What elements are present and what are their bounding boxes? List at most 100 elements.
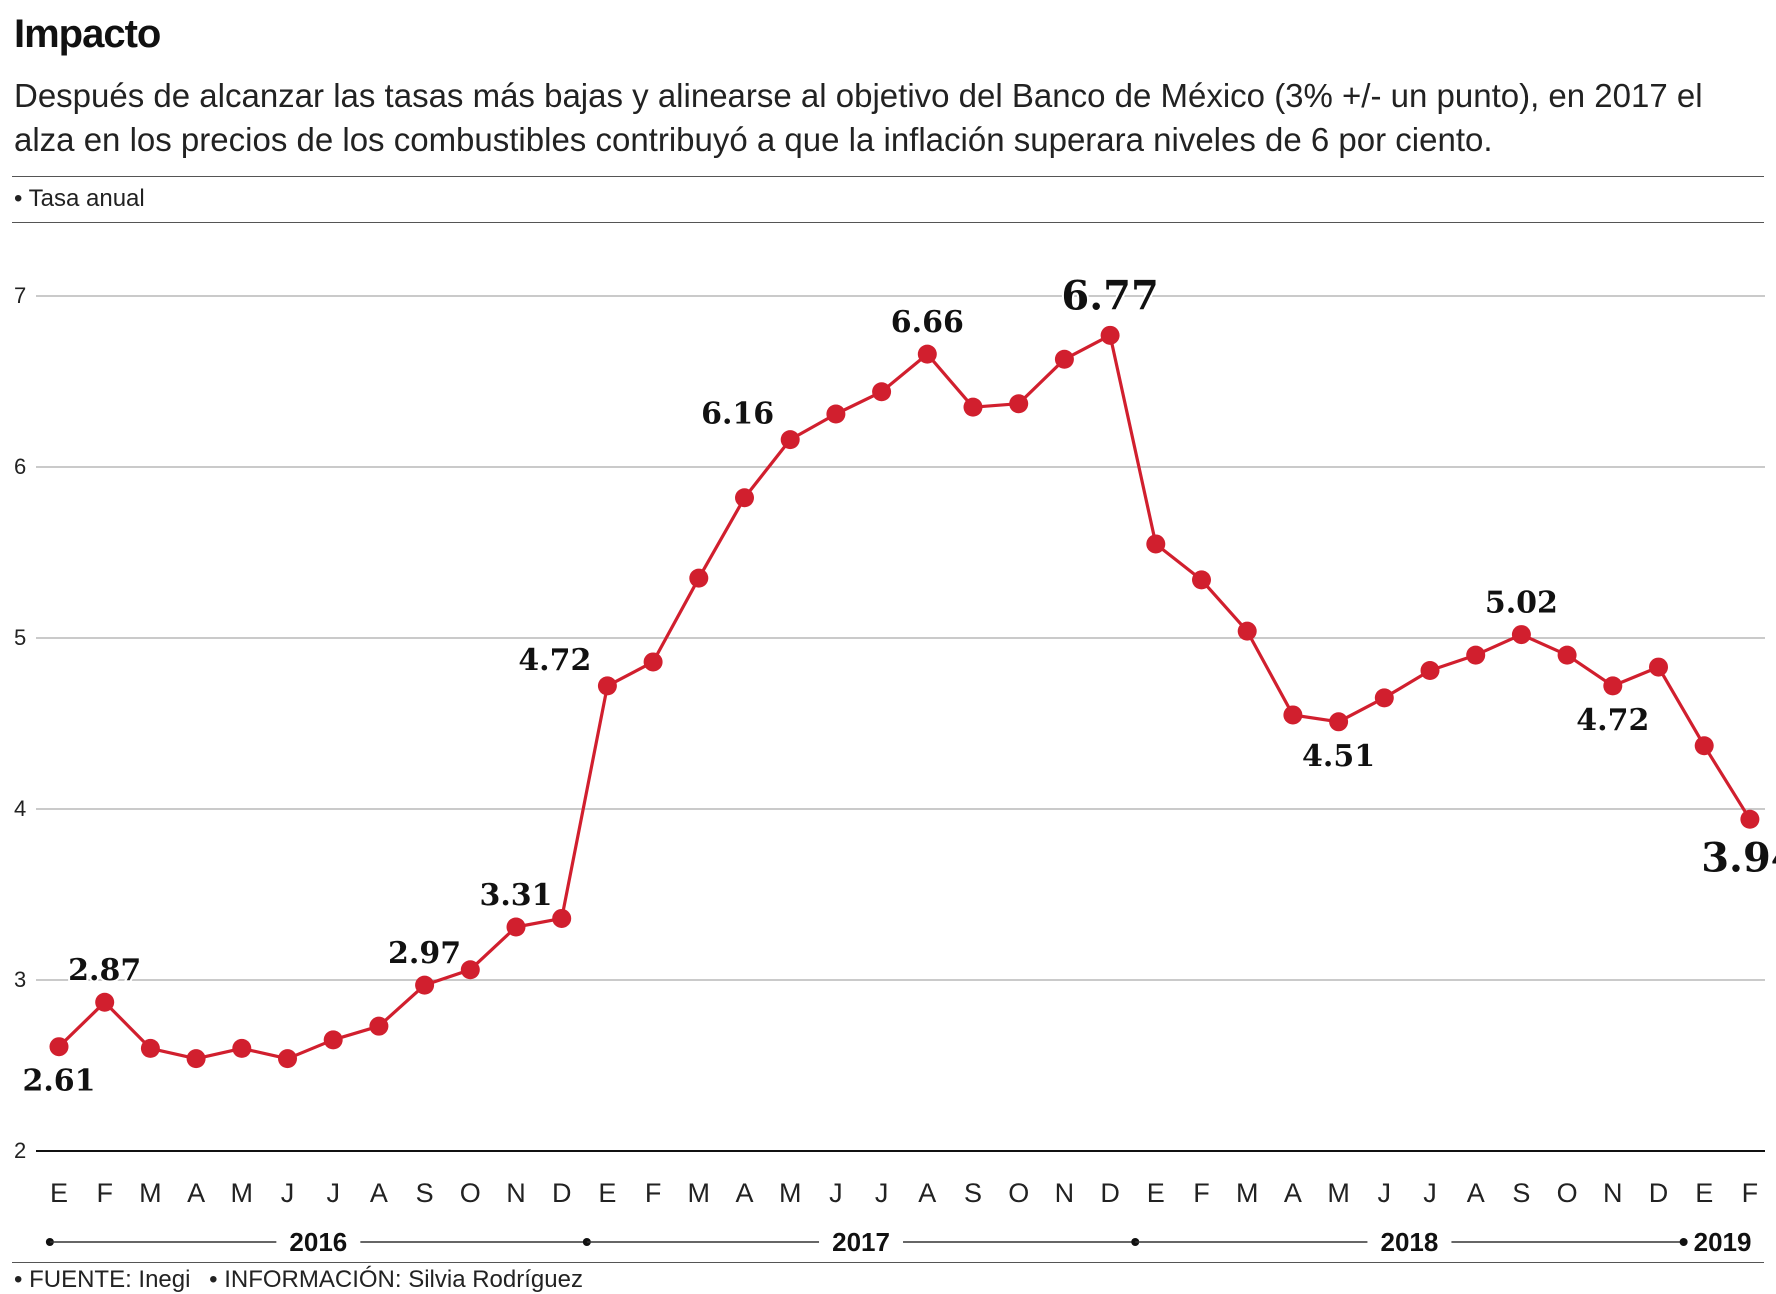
- x-tick-label: E: [1147, 1178, 1165, 1208]
- data-point: [1009, 394, 1029, 414]
- x-tick-label: A: [1467, 1178, 1485, 1208]
- data-label: 4.72: [1576, 703, 1649, 738]
- x-tick-label: N: [506, 1178, 526, 1208]
- x-tick-label: S: [964, 1178, 982, 1208]
- x-tick-label: F: [645, 1178, 662, 1208]
- x-tick-label: N: [1603, 1178, 1623, 1208]
- data-point: [1283, 705, 1303, 725]
- data-point: [278, 1049, 297, 1069]
- data-point: [95, 992, 115, 1012]
- y-tick-label: 7: [14, 283, 26, 308]
- data-point: [1649, 657, 1668, 677]
- x-tick-label: F: [96, 1178, 113, 1208]
- data-label: 5.02: [1485, 586, 1558, 621]
- data-point: [735, 488, 754, 508]
- x-tick-label: M: [688, 1178, 711, 1208]
- data-label: 4.51: [1302, 739, 1375, 774]
- unit-label: • Tasa anual: [14, 185, 145, 212]
- data-point: [1146, 534, 1166, 554]
- x-tick-label: A: [370, 1178, 388, 1208]
- data-point: [232, 1038, 252, 1058]
- data-point: [1466, 645, 1486, 665]
- y-tick-label: 5: [14, 625, 26, 650]
- data-point: [1329, 712, 1349, 732]
- series-line: [57, 333, 1752, 1061]
- x-tick-label: E: [598, 1178, 616, 1208]
- data-label: 6.77: [1061, 272, 1158, 319]
- x-tick-label: J: [829, 1178, 843, 1208]
- x-tick-label: S: [416, 1178, 434, 1208]
- data-point: [1603, 676, 1623, 696]
- data-point: [1192, 570, 1211, 590]
- grid-lines: [36, 295, 1765, 1152]
- x-tick-label: D: [1100, 1178, 1120, 1208]
- data-label: 6.16: [701, 397, 774, 432]
- data-point: [186, 1049, 206, 1069]
- x-tick-label: J: [1423, 1178, 1437, 1208]
- data-labels: 2.61 2.87 2.97 3.31 4.72 6.16 6.66 6.77 4.51 5.02…: [20, 270, 1776, 1100]
- y-tick-label: 3: [14, 967, 26, 992]
- data-point: [917, 344, 937, 364]
- x-tick-label: A: [1284, 1178, 1302, 1208]
- footer: • FUENTE: Inegi • INFORMACIÓN: Silvia Ro…: [14, 1266, 595, 1294]
- x-tick-label: D: [1649, 1178, 1669, 1208]
- source-note: • FUENTE: Inegi: [14, 1266, 191, 1293]
- x-tick-label: N: [1055, 1178, 1075, 1208]
- unit-divider: [12, 222, 1764, 223]
- data-point: [643, 652, 663, 672]
- data-point: [415, 975, 435, 995]
- footer-divider: [12, 1262, 1764, 1263]
- x-tick-label: M: [779, 1178, 802, 1208]
- x-tick-label: A: [735, 1178, 753, 1208]
- data-point: [826, 404, 846, 424]
- data-point: [872, 382, 892, 402]
- data-point: [1237, 621, 1257, 641]
- header-divider: [12, 176, 1764, 177]
- data-point: [597, 676, 617, 696]
- chart-subtitle: Después de alcanzar las tasas más bajas …: [14, 77, 1703, 158]
- year-label: 2017: [832, 1227, 890, 1257]
- data-point: [1740, 809, 1760, 829]
- x-tick-label: M: [1327, 1178, 1350, 1208]
- data-label: 3.31: [479, 878, 552, 913]
- x-tick-label: F: [1193, 1178, 1210, 1208]
- info-note: • INFORMACIÓN: Silvia Rodríguez: [209, 1266, 583, 1293]
- data-label: 2.97: [388, 936, 461, 971]
- x-tick-label: E: [1695, 1178, 1713, 1208]
- x-tick-label: O: [1008, 1178, 1029, 1208]
- data-point: [1694, 736, 1714, 756]
- x-tick-label: M: [231, 1178, 254, 1208]
- data-point: [323, 1030, 343, 1050]
- y-tick-label: 4: [14, 796, 26, 821]
- year-axis: 2016 2017 2018 2019: [45, 1227, 1751, 1257]
- data-point: [689, 568, 709, 588]
- data-point: [140, 1038, 160, 1058]
- x-tick-label: A: [187, 1178, 205, 1208]
- y-tick-label: 6: [14, 454, 26, 479]
- series-group: [49, 325, 1760, 1069]
- x-tick-label: O: [1557, 1178, 1578, 1208]
- x-tick-label: E: [50, 1178, 68, 1208]
- data-point: [1511, 625, 1531, 645]
- x-tick-label: M: [1236, 1178, 1259, 1208]
- year-marker: [1679, 1238, 1688, 1246]
- data-point: [506, 917, 526, 937]
- chart-title: Impacto: [14, 12, 161, 56]
- data-point: [552, 908, 572, 928]
- data-point: [1374, 688, 1394, 708]
- x-tick-label: O: [460, 1178, 481, 1208]
- data-point: [1100, 325, 1120, 345]
- x-tick-label: A: [918, 1178, 936, 1208]
- data-point: [780, 430, 800, 450]
- data-point: [963, 397, 983, 417]
- x-tick-label: J: [281, 1178, 295, 1208]
- x-tick-label: F: [1742, 1178, 1759, 1208]
- data-point: [369, 1016, 389, 1036]
- data-label: 4.72: [518, 643, 591, 678]
- y-tick-label: 2: [14, 1138, 26, 1163]
- data-label: 2.87: [68, 953, 141, 988]
- x-tick-label: M: [139, 1178, 162, 1208]
- data-point: [460, 960, 480, 980]
- year-label: 2018: [1381, 1227, 1439, 1257]
